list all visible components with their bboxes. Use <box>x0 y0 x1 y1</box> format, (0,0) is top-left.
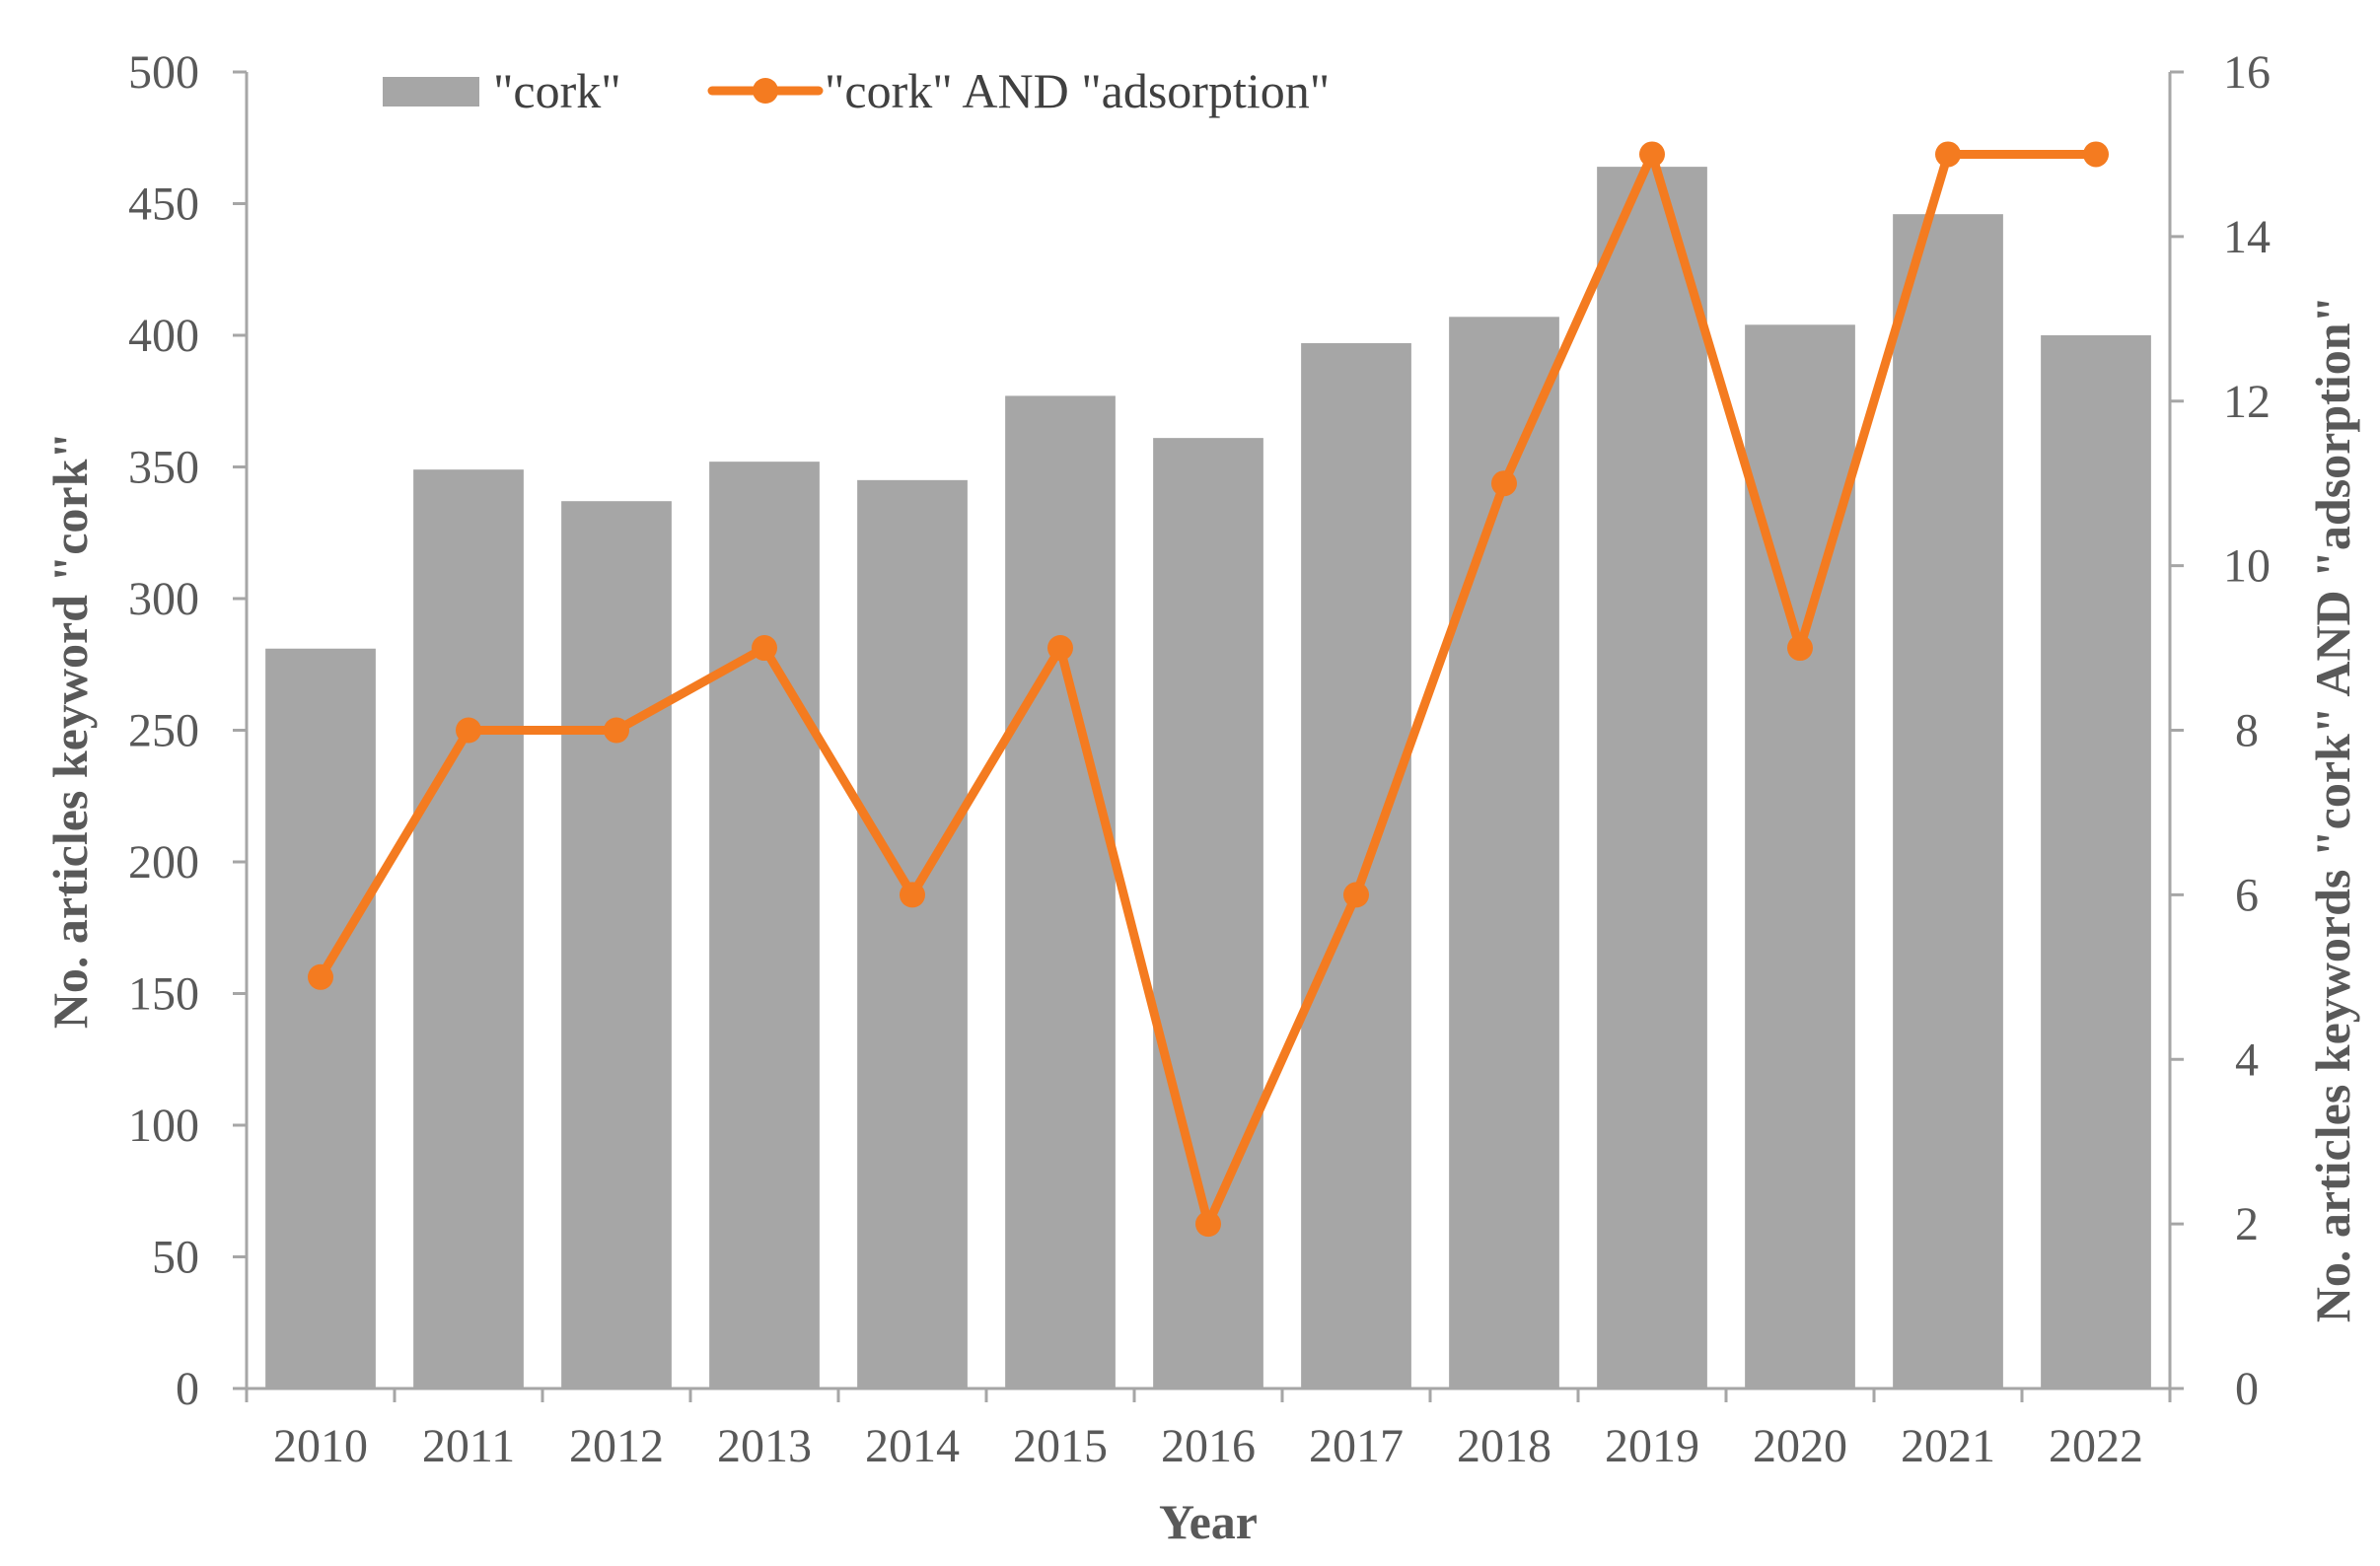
right-tick-label: 4 <box>2235 1033 2259 1086</box>
x-tick-label: 2011 <box>422 1420 515 1472</box>
legend-bar-label: "cork" <box>493 63 621 118</box>
x-axis-ticks: 2010 2011 2012 2013 2014 2015 2016 2017 2018 2019… <box>245 1388 2172 1472</box>
right-tick-label: 10 <box>2223 540 2271 593</box>
right-tick-label: 14 <box>2223 211 2271 263</box>
right-tick-label: 0 <box>2235 1363 2259 1415</box>
left-tick-label: 150 <box>128 968 199 1021</box>
bar-2010 <box>265 648 376 1388</box>
x-tick-label: 2014 <box>865 1420 960 1472</box>
left-tick-label: 100 <box>128 1100 199 1152</box>
line-point-2022 <box>2083 141 2109 168</box>
x-tick-label: 2015 <box>1013 1420 1108 1472</box>
bar-series <box>265 167 2151 1389</box>
x-tick-label: 2013 <box>717 1420 812 1472</box>
line-point-2021 <box>1935 141 1961 168</box>
bar-2011 <box>413 469 524 1388</box>
left-tick-label: 200 <box>128 836 199 889</box>
right-axis-ticks: 0 2 4 6 8 10 12 14 16 <box>2170 46 2271 1415</box>
x-tick-label: 2017 <box>1309 1420 1404 1472</box>
right-tick-label: 12 <box>2223 376 2271 428</box>
line-point-2015 <box>1047 635 1073 662</box>
x-tick-label: 2022 <box>2049 1420 2143 1472</box>
bar-2017 <box>1301 343 1411 1388</box>
legend: "cork" "cork" AND "adsorption" <box>383 63 1330 118</box>
line-point-2010 <box>308 963 333 990</box>
x-tick-label: 2010 <box>273 1420 368 1472</box>
right-tick-label: 6 <box>2235 869 2259 921</box>
x-tick-label: 2016 <box>1161 1420 1256 1472</box>
right-tick-label: 2 <box>2235 1198 2259 1250</box>
left-tick-label: 450 <box>128 178 199 231</box>
x-tick-label: 2020 <box>1753 1420 1847 1472</box>
legend-bar-swatch <box>383 77 479 107</box>
y-axis-title: No. articles keyword "cork" <box>42 432 98 1029</box>
left-tick-label: 300 <box>128 573 199 625</box>
bar-2014 <box>857 479 968 1389</box>
right-tick-label: 8 <box>2235 705 2259 757</box>
line-point-2014 <box>900 882 925 908</box>
left-tick-label: 50 <box>152 1232 199 1284</box>
bar-2016 <box>1153 438 1263 1388</box>
bar-2015 <box>1005 395 1116 1388</box>
y2-axis-title: No. articles keywords "cork" AND "adsorp… <box>2305 296 2360 1323</box>
x-tick-label: 2012 <box>569 1420 664 1472</box>
bar-2020 <box>1745 324 1855 1388</box>
left-axis-ticks: 0 50 100 150 200 250 300 350 400 450 500 <box>128 46 247 1415</box>
left-tick-label: 0 <box>176 1363 199 1415</box>
x-tick-label: 2021 <box>1901 1420 1995 1472</box>
bar-2013 <box>709 462 820 1388</box>
line-point-2016 <box>1195 1211 1221 1238</box>
right-tick-label: 16 <box>2223 46 2271 99</box>
x-tick-label: 2018 <box>1457 1420 1551 1472</box>
line-point-2019 <box>1639 141 1665 168</box>
bar-2022 <box>2041 335 2151 1388</box>
legend-line-marker <box>753 78 778 104</box>
left-tick-label: 500 <box>128 46 199 99</box>
line-point-2020 <box>1787 635 1813 662</box>
line-point-2011 <box>456 717 481 744</box>
x-axis-title: Year <box>1159 1494 1258 1549</box>
legend-line-label: "cork" AND "adsorption" <box>825 63 1330 118</box>
line-point-2017 <box>1343 882 1369 908</box>
bar-2019 <box>1597 167 1707 1388</box>
line-series <box>308 141 2109 1238</box>
left-tick-label: 400 <box>128 310 199 362</box>
bar-2021 <box>1893 214 2003 1389</box>
left-tick-label: 250 <box>128 705 199 757</box>
bar-2012 <box>561 501 672 1389</box>
line-point-2012 <box>604 717 629 744</box>
x-tick-label: 2019 <box>1605 1420 1699 1472</box>
left-tick-label: 350 <box>128 442 199 494</box>
line-point-2013 <box>752 635 777 662</box>
line-point-2018 <box>1491 470 1517 497</box>
